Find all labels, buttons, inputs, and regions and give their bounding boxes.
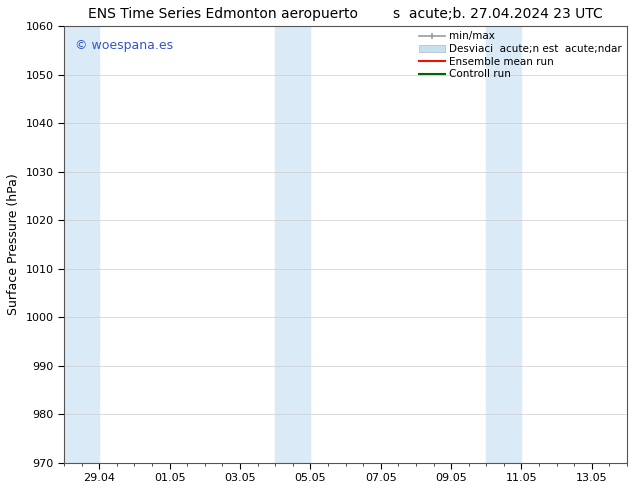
Title: ENS Time Series Edmonton aeropuerto        s  acute;b. 27.04.2024 23 UTC: ENS Time Series Edmonton aeropuerto s ac…: [88, 7, 603, 21]
Bar: [275, 26, 311, 463]
Text: © woespana.es: © woespana.es: [75, 39, 174, 52]
Y-axis label: Surface Pressure (hPa): Surface Pressure (hPa): [7, 173, 20, 316]
Bar: [64, 26, 100, 463]
Legend: min/max, Desviaci  acute;n est  acute;ndar, Ensemble mean run, Controll run: min/max, Desviaci acute;n est acute;ndar…: [417, 29, 624, 81]
Bar: [486, 26, 522, 463]
